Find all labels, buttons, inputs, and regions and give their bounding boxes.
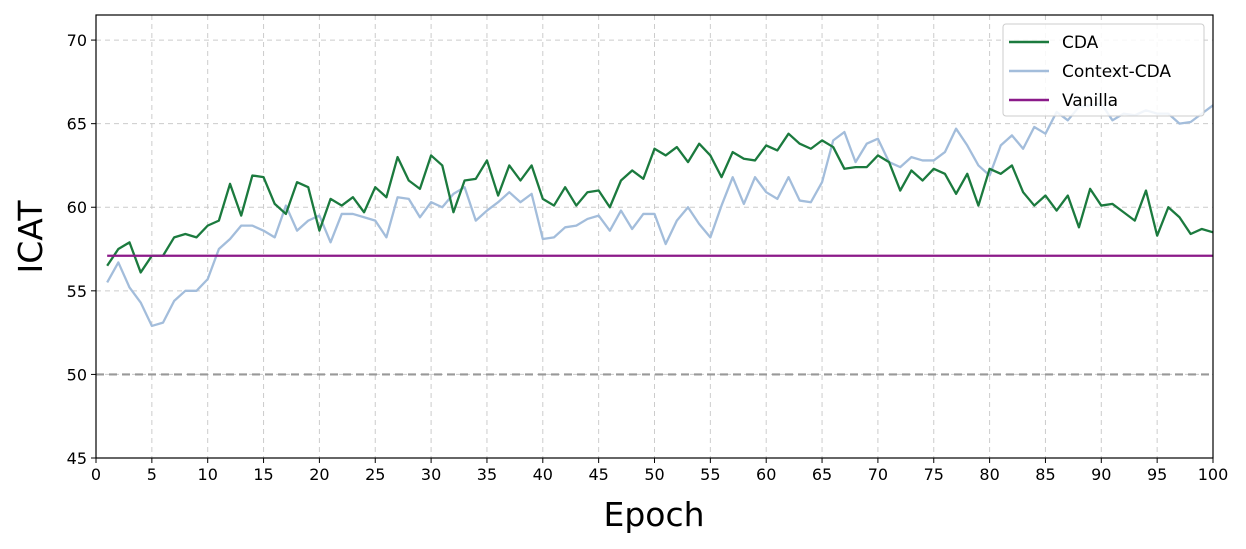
x-tick-label: 60: [756, 465, 776, 484]
y-tick-label: 50: [67, 365, 87, 384]
x-axis-label: Epoch: [603, 495, 704, 534]
x-axis: 0 5 10 15 20 25 30 35 40 45 50 55 60 65 70 75 80 85 90 95 10…: [91, 458, 1228, 484]
x-tick-label: 20: [309, 465, 329, 484]
legend-label-context-cda: Context-CDA: [1062, 62, 1171, 82]
x-tick-label: 100: [1198, 465, 1229, 484]
y-axis-label: ICAT: [11, 200, 50, 274]
y-axis: 45 50 55 60 65 70: [67, 31, 96, 468]
x-tick-label: 95: [1147, 465, 1167, 484]
legend-label-vanilla: Vanilla: [1062, 91, 1118, 111]
legend-box: [1002, 23, 1205, 117]
y-tick-label: 45: [67, 449, 87, 468]
x-tick-label: 40: [533, 465, 553, 484]
legend: CDA Context-CDA Vanilla: [1002, 23, 1205, 117]
x-tick-label: 50: [644, 465, 664, 484]
x-tick-label: 70: [868, 465, 888, 484]
x-tick-label: 10: [198, 465, 218, 484]
x-tick-label: 55: [700, 465, 720, 484]
x-tick-label: 25: [365, 465, 385, 484]
x-tick-label: 90: [1091, 465, 1111, 484]
x-tick-label: 65: [812, 465, 832, 484]
x-tick-label: 75: [924, 465, 944, 484]
series-layer: [106, 102, 1214, 328]
y-tick-label: 60: [67, 198, 87, 217]
x-tick-label: 15: [253, 465, 273, 484]
x-tick-label: 35: [477, 465, 497, 484]
legend-label-cda: CDA: [1062, 33, 1099, 53]
x-tick-label: 45: [588, 465, 608, 484]
y-tick-label: 70: [67, 31, 87, 50]
series-line-context-cda: [106, 102, 1214, 328]
y-tick-label: 65: [67, 115, 87, 134]
x-tick-label: 5: [147, 465, 157, 484]
x-tick-label: 85: [1035, 465, 1055, 484]
x-tick-label: 30: [421, 465, 441, 484]
x-tick-label: 0: [91, 465, 101, 484]
y-tick-label: 55: [67, 282, 87, 301]
x-tick-label: 80: [979, 465, 999, 484]
series-line-cda: [106, 132, 1214, 274]
